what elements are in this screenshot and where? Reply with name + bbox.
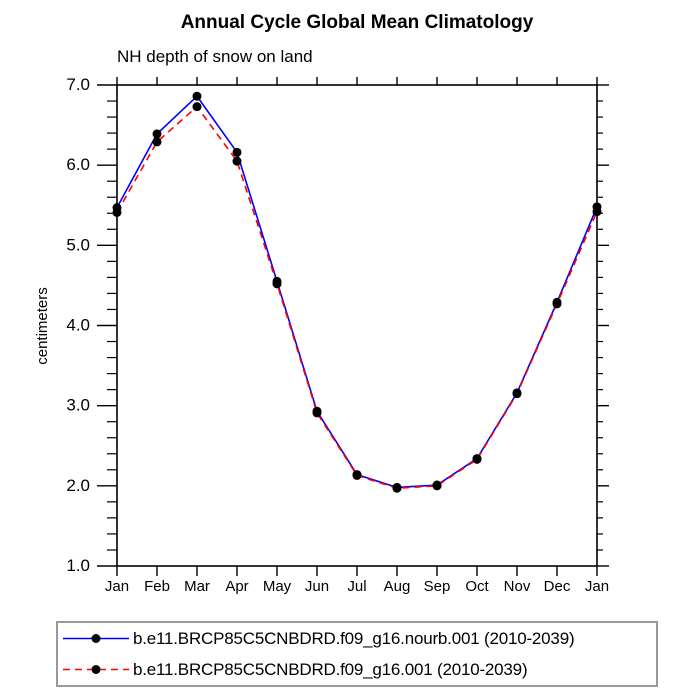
data-point bbox=[552, 299, 562, 309]
y-tick-label: 5.0 bbox=[66, 235, 90, 254]
data-point bbox=[192, 102, 202, 112]
data-point bbox=[272, 279, 282, 289]
plot-frame bbox=[116, 84, 598, 567]
series-line-urb bbox=[116, 105, 598, 490]
x-tick-label: Oct bbox=[465, 578, 489, 595]
x-tick-label: Jul bbox=[347, 578, 366, 595]
data-point bbox=[232, 147, 242, 157]
x-tick-label: Feb bbox=[144, 578, 170, 595]
y-tick-label: 3.0 bbox=[66, 396, 90, 415]
legend-label: b.e11.BRCP85C5CNBDRD.f09_g16.001 (2010-2… bbox=[133, 659, 528, 679]
y-tick-label: 7.0 bbox=[66, 75, 90, 94]
y-tick-label: 2.0 bbox=[66, 476, 90, 495]
data-point bbox=[112, 207, 122, 217]
data-point bbox=[472, 454, 482, 464]
x-tick-label: Aug bbox=[384, 578, 411, 595]
y-tick-label: 6.0 bbox=[66, 155, 90, 174]
legend-item-nourb: b.e11.BRCP85C5CNBDRD.f09_g16.nourb.001 (… bbox=[61, 626, 656, 652]
plot-area: Jan Feb Mar Apr May Jun Jul Aug Sep Oct Nov Dec Jan 1… bbox=[34, 75, 609, 595]
legend-line-sample-dashed bbox=[63, 665, 129, 674]
x-tick-label: Jun bbox=[305, 578, 329, 595]
y-axis-title: centimeters bbox=[34, 287, 51, 365]
data-point bbox=[232, 156, 242, 166]
x-tick-label: Jan bbox=[585, 578, 609, 595]
legend-item-urb: b.e11.BRCP85C5CNBDRD.f09_g16.001 (2010-2… bbox=[61, 657, 656, 683]
data-point bbox=[352, 470, 362, 480]
chart-title: Annual Cycle Global Mean Climatology bbox=[180, 12, 534, 33]
x-tick-label: Dec bbox=[544, 578, 571, 595]
x-tick-label: Apr bbox=[225, 578, 248, 595]
y-tick-label: 1.0 bbox=[66, 556, 90, 575]
legend-line-sample-solid bbox=[63, 634, 129, 643]
x-tick-label: Nov bbox=[504, 578, 531, 595]
data-point bbox=[512, 389, 522, 399]
x-tick-label: Jan bbox=[105, 578, 129, 595]
data-point bbox=[432, 481, 442, 491]
legend-label: b.e11.BRCP85C5CNBDRD.f09_g16.nourb.001 (… bbox=[133, 628, 575, 648]
x-tick-label: Sep bbox=[424, 578, 451, 595]
chart-subtitle: NH depth of snow on land bbox=[117, 47, 313, 66]
x-tick-label: Mar bbox=[184, 578, 210, 595]
x-tick-label: May bbox=[263, 578, 292, 595]
legend-sample-marker bbox=[91, 665, 101, 674]
data-point bbox=[392, 483, 402, 493]
data-point bbox=[152, 129, 162, 139]
legend-sample-marker bbox=[91, 634, 101, 643]
data-point bbox=[152, 137, 162, 147]
legend: b.e11.BRCP85C5CNBDRD.f09_g16.nourb.001 (… bbox=[56, 621, 658, 687]
data-point bbox=[192, 91, 202, 101]
series-line-nourb bbox=[116, 95, 598, 489]
y-tick-label: 4.0 bbox=[66, 316, 90, 335]
data-point bbox=[592, 207, 602, 217]
data-point bbox=[312, 408, 322, 418]
